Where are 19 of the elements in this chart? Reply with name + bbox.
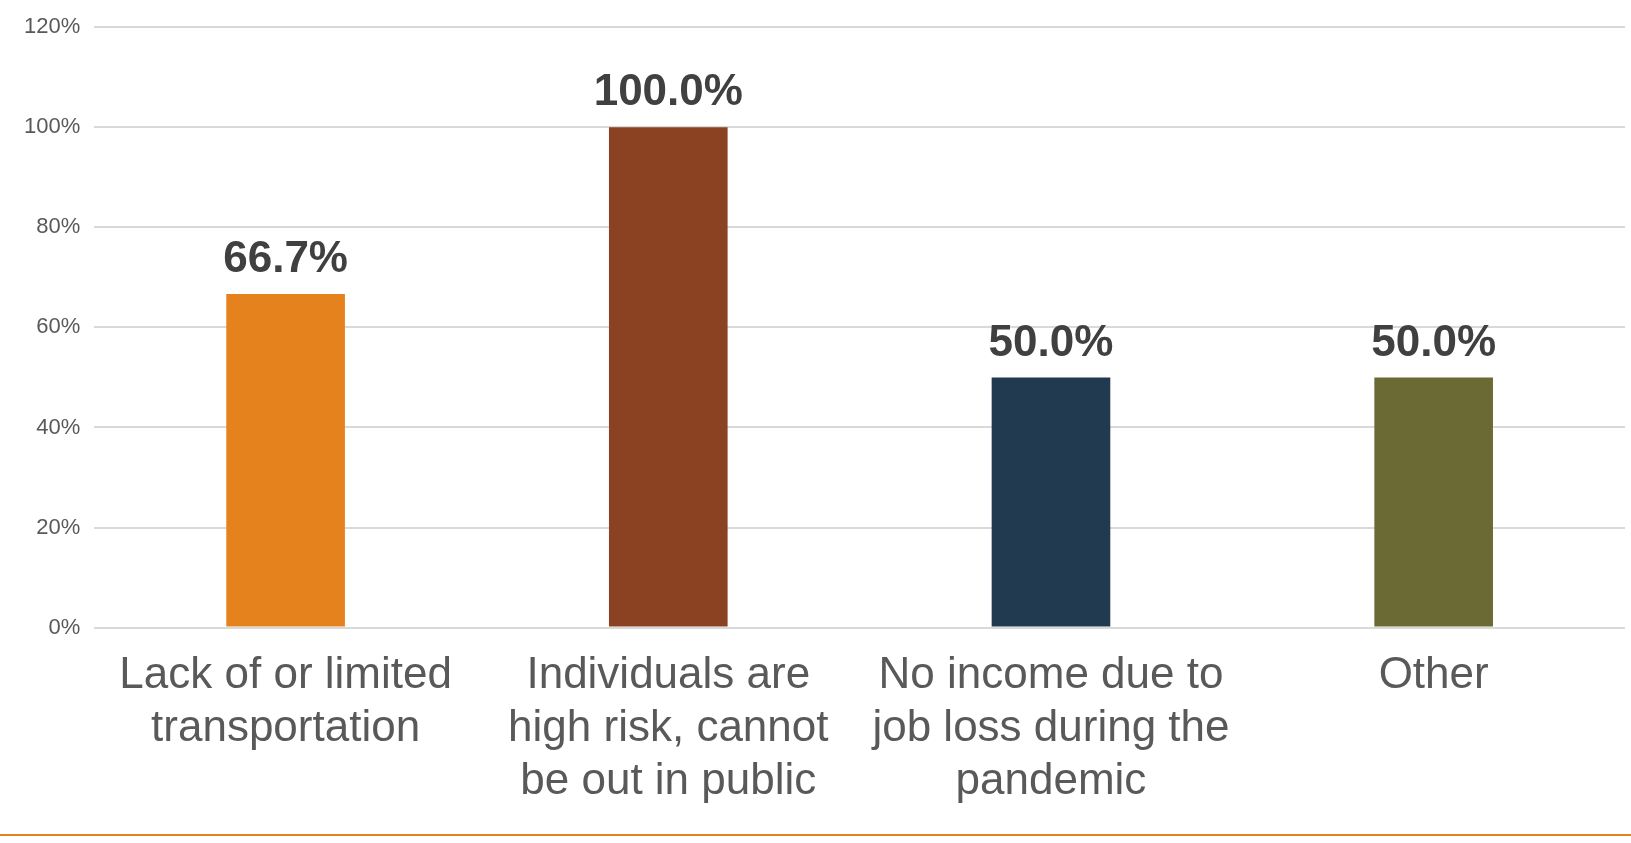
data-label: 100.0% — [593, 65, 743, 115]
x-tick-label: Other — [1378, 648, 1489, 698]
y-tick-label: 120% — [23, 13, 81, 39]
data-label: 50.0% — [988, 315, 1114, 365]
y-tick-label: 100% — [23, 113, 81, 139]
data-label: 50.0% — [1371, 315, 1497, 365]
y-tick-label: 60% — [36, 313, 81, 339]
x-tick-label: No income due to job loss during the pandemic — [870, 648, 1230, 803]
x-tick-label: Individuals are high risk, cannot be out in public — [508, 648, 829, 803]
bar — [608, 127, 728, 627]
y-tick-label: 0% — [48, 613, 81, 639]
bar — [226, 293, 345, 627]
bar — [1374, 377, 1493, 627]
y-tick-label: 20% — [36, 513, 81, 539]
bar — [991, 377, 1111, 627]
x-tick-label: Lack of or limited transportation — [119, 648, 452, 750]
y-tick-label: 40% — [36, 413, 81, 439]
data-label: 66.7% — [223, 232, 348, 282]
y-tick-label: 80% — [36, 213, 81, 239]
